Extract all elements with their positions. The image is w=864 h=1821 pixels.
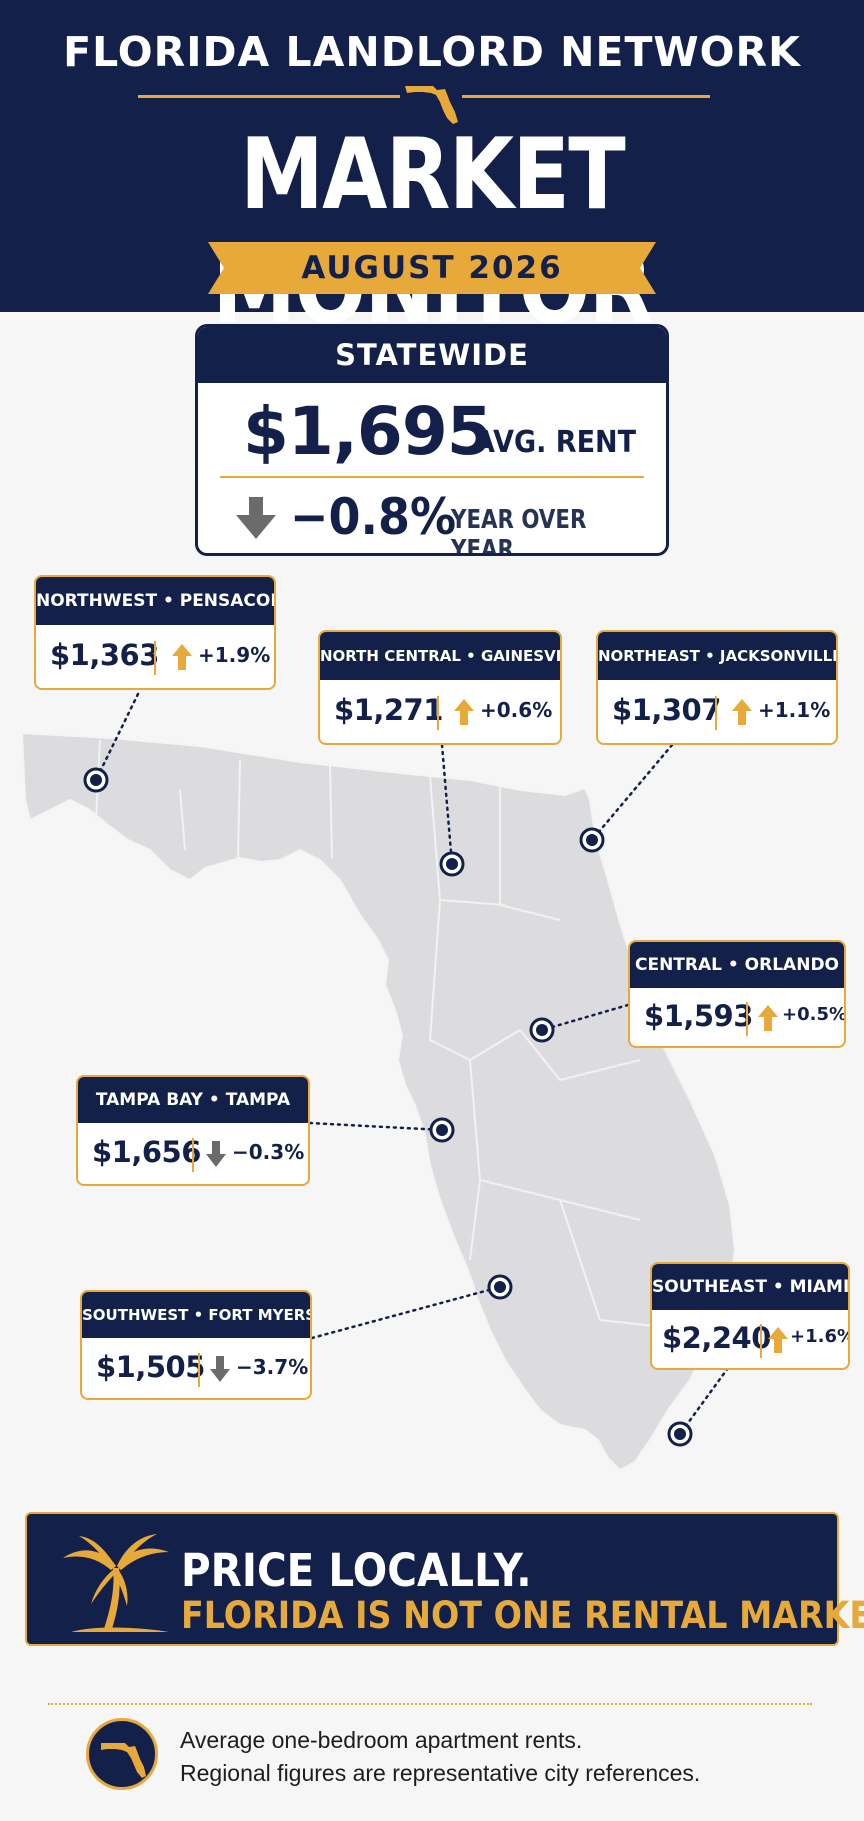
region-change: +1.6% [790, 1326, 850, 1347]
region-card-southeast: SOUTHEAST • MIAMI $2,240 +1.6% [650, 1262, 850, 1370]
region-label: NORTHWEST • PENSACOLA [36, 577, 274, 625]
statewide-avg-rent: $1,695 [243, 393, 493, 470]
florida-outline-icon [101, 1743, 146, 1778]
arrow-up-icon [732, 699, 752, 725]
footnote-line-1: Average one-bedroom apartment rents. [180, 1727, 583, 1753]
leader-lines [94, 692, 730, 1436]
region-rent: $1,505 [96, 1350, 205, 1384]
region-rent: $1,363 [50, 638, 159, 672]
arrow-up-icon [454, 699, 474, 725]
statewide-card: STATEWIDE $1,695 AVG. RENT −0.8% YEAR OV… [195, 324, 669, 556]
callout-banner: PRICE LOCALLY. FLORIDA IS NOT ONE RENTAL… [25, 1512, 864, 1646]
statewide-divider [220, 476, 644, 478]
footer-divider [48, 1703, 812, 1705]
region-card-northwest: NORTHWEST • PENSACOLA $1,363 +1.9% [34, 575, 276, 690]
region-label: CENTRAL • ORLANDO [630, 942, 844, 988]
region-label: NORTH CENTRAL • GAINESVILLE [320, 632, 560, 680]
region-card-central: CENTRAL • ORLANDO $1,593 +0.5% [628, 940, 846, 1048]
florida-outline-icon [405, 86, 458, 124]
brand-underline-right [462, 95, 710, 98]
region-change: +1.9% [198, 643, 271, 667]
region-label: SOUTHWEST • FORT MYERS [82, 1292, 310, 1338]
brand-name: FLORIDA LANDLORD NETWORK [63, 28, 801, 76]
region-label: TAMPA BAY • TAMPA [78, 1077, 308, 1123]
arrow-down-icon [206, 1141, 226, 1167]
region-card-northeast: NORTHEAST • JACKSONVILLE $1,307 +1.1% [596, 630, 838, 745]
arrow-up-icon [758, 1005, 778, 1031]
arrow-up-icon [172, 644, 192, 670]
region-rent: $2,240 [662, 1321, 771, 1355]
callout-line-2: FLORIDA IS NOT ONE RENTAL MARKET. [181, 1594, 864, 1637]
region-label: NORTHEAST • JACKSONVILLE [598, 632, 836, 680]
region-change: +0.6% [480, 698, 553, 722]
region-rent: $1,271 [334, 693, 443, 727]
region-change: +1.1% [758, 698, 831, 722]
region-change: −3.7% [236, 1355, 309, 1379]
florida-badge [86, 1718, 158, 1790]
region-rent: $1,307 [612, 693, 721, 727]
region-card-southwest: SOUTHWEST • FORT MYERS $1,505 −3.7% [80, 1290, 312, 1400]
arrow-down-icon [236, 497, 276, 539]
florida-landmass [20, 731, 737, 1472]
statewide-heading: STATEWIDE [198, 327, 666, 383]
brand-underline-left [138, 95, 400, 98]
page-title: MARKET MONITOR [212, 118, 653, 346]
palm-tree-icon [63, 1534, 169, 1632]
statewide-change-label: YEAR OVER YEAR [451, 505, 587, 556]
callout-line-1: PRICE LOCALLY. [181, 1544, 532, 1597]
period-label: AUGUST 2026 [301, 250, 563, 286]
arrow-down-icon [210, 1356, 230, 1382]
location-markers [83, 767, 693, 1447]
header-banner: FLORIDA LANDLORD NETWORK MARKET MONITOR … [0, 0, 864, 346]
region-change: +0.5% [782, 1004, 846, 1025]
region-card-north-central: NORTH CENTRAL • GAINESVILLE $1,271 +0.6% [318, 630, 562, 745]
statewide-avg-label: AVG. RENT [474, 425, 637, 460]
period-ribbon: AUGUST 2026 [208, 242, 656, 294]
region-rent: $1,656 [92, 1135, 201, 1169]
region-rent: $1,593 [644, 999, 753, 1033]
footnote-line-2: Regional figures are representative city… [180, 1760, 701, 1786]
florida-map [20, 692, 737, 1472]
region-change: −0.3% [232, 1140, 305, 1164]
arrow-up-icon [768, 1327, 788, 1353]
region-label: SOUTHEAST • MIAMI [652, 1264, 848, 1310]
statewide-change: −0.8% [290, 488, 457, 546]
region-card-tampa-bay: TAMPA BAY • TAMPA $1,656 −0.3% [76, 1075, 310, 1186]
